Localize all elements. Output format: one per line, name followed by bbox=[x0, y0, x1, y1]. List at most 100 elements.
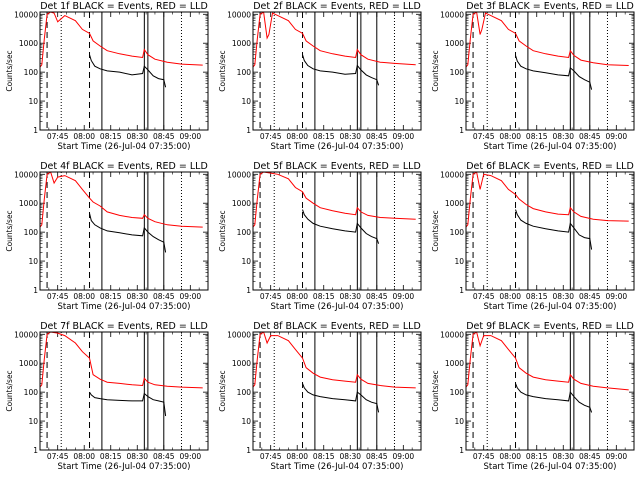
y-tick-label: 1 bbox=[33, 286, 38, 295]
panel-title: Det 9f BLACK = Events, RED = LLD bbox=[466, 321, 634, 332]
y-tick-label: 10000 bbox=[14, 170, 38, 179]
panel-det-7: Det 7f BLACK = Events, RED = LLD 1 10 100 10… bbox=[5, 321, 209, 472]
series-events-line bbox=[89, 391, 167, 417]
series-events-line bbox=[302, 54, 380, 86]
x-axis-label: Start Time (26-Jul-04 07:35:00) bbox=[58, 142, 191, 152]
x-tick-label: 07:45 bbox=[47, 132, 69, 141]
x-tick-label: 08:15 bbox=[526, 132, 548, 141]
y-tick-label: 100 bbox=[24, 228, 39, 237]
x-axis-label: Start Time (26-Jul-04 07:35:00) bbox=[271, 462, 404, 472]
panel-det-4: Det 4f BLACK = Events, RED = LLD 1 10 100 10… bbox=[5, 161, 209, 312]
x-tick-label: 08:30 bbox=[126, 452, 148, 461]
x-axis-label: Start Time (26-Jul-04 07:35:00) bbox=[271, 142, 404, 152]
series-events-line bbox=[89, 54, 167, 88]
y-tick-label: 10000 bbox=[227, 330, 251, 339]
x-tick-label: 09:00 bbox=[393, 292, 415, 301]
plot-frame bbox=[465, 331, 635, 451]
x-tick-label: 08:45 bbox=[153, 452, 175, 461]
y-tick-label: 1 bbox=[33, 446, 38, 455]
series-events-line bbox=[515, 209, 593, 250]
x-tick-label: 07:45 bbox=[473, 292, 495, 301]
x-tick-label: 08:00 bbox=[286, 292, 308, 301]
x-tick-label: 08:45 bbox=[366, 132, 388, 141]
panel-det-6: Det 6f BLACK = Events, RED = LLD 1 10 100 10… bbox=[431, 161, 635, 312]
y-tick-label: 1000 bbox=[19, 359, 38, 368]
x-tick-label: 08:15 bbox=[100, 452, 122, 461]
y-tick-label: 1 bbox=[459, 126, 464, 135]
series-events-line bbox=[515, 383, 593, 413]
x-tick-label: 07:45 bbox=[47, 452, 69, 461]
y-tick-label: 10 bbox=[241, 257, 251, 266]
y-tick-label: 1 bbox=[459, 446, 464, 455]
x-tick-label: 08:00 bbox=[73, 292, 95, 301]
y-tick-label: 10000 bbox=[227, 170, 251, 179]
panel-det-9: Det 9f BLACK = Events, RED = LLD 1 10 100 10… bbox=[431, 321, 635, 472]
panel-det-3: Det 3f BLACK = Events, RED = LLD 1 10 100 10… bbox=[431, 1, 635, 152]
x-tick-label: 08:15 bbox=[313, 292, 335, 301]
x-tick-label: 08:30 bbox=[552, 132, 574, 141]
x-tick-label: 08:00 bbox=[499, 292, 521, 301]
y-axis-label: Counts/sec bbox=[218, 370, 227, 411]
series-lld-line bbox=[253, 172, 416, 228]
x-tick-label: 08:00 bbox=[73, 132, 95, 141]
y-tick-label: 10 bbox=[454, 257, 464, 266]
x-tick-label: 07:45 bbox=[260, 292, 282, 301]
panel-det-2: Det 2f BLACK = Events, RED = LLD 1 10 100 10… bbox=[218, 1, 422, 152]
x-tick-label: 08:00 bbox=[499, 132, 521, 141]
y-axis-label: Counts/sec bbox=[431, 50, 440, 91]
y-axis-label: Counts/sec bbox=[5, 210, 14, 251]
panel-title: Det 1f BLACK = Events, RED = LLD bbox=[40, 1, 208, 12]
y-axis-label: Counts/sec bbox=[431, 210, 440, 251]
panel-title: Det 4f BLACK = Events, RED = LLD bbox=[40, 161, 208, 172]
y-axis-label: Counts/sec bbox=[218, 210, 227, 251]
x-tick-label: 08:45 bbox=[153, 292, 175, 301]
y-tick-label: 10000 bbox=[440, 330, 464, 339]
x-tick-label: 08:15 bbox=[313, 132, 335, 141]
x-tick-label: 08:15 bbox=[100, 292, 122, 301]
panel-det-1: Det 1f BLACK = Events, RED = LLD 1 10 100 10… bbox=[5, 1, 209, 152]
y-axis-label: Counts/sec bbox=[5, 50, 14, 91]
x-tick-label: 08:30 bbox=[126, 292, 148, 301]
x-tick-label: 08:30 bbox=[339, 452, 361, 461]
panel-det-5: Det 5f BLACK = Events, RED = LLD 1 10 100 10… bbox=[218, 161, 422, 312]
panel-title: Det 3f BLACK = Events, RED = LLD bbox=[466, 1, 634, 12]
x-tick-label: 09:00 bbox=[393, 452, 415, 461]
x-tick-label: 09:00 bbox=[606, 452, 628, 461]
x-tick-label: 07:45 bbox=[260, 132, 282, 141]
x-tick-label: 08:15 bbox=[313, 452, 335, 461]
series-lld-line bbox=[40, 12, 203, 68]
panel-title: Det 5f BLACK = Events, RED = LLD bbox=[253, 161, 421, 172]
x-axis-label: Start Time (26-Jul-04 07:35:00) bbox=[484, 302, 617, 312]
x-tick-label: 07:45 bbox=[260, 452, 282, 461]
x-tick-label: 08:15 bbox=[526, 452, 548, 461]
series-lld-line bbox=[253, 332, 416, 389]
series-events-line bbox=[302, 383, 380, 413]
y-tick-label: 100 bbox=[237, 388, 252, 397]
plot-frame bbox=[465, 171, 635, 291]
y-tick-label: 100 bbox=[450, 68, 465, 77]
series-lld-line bbox=[253, 12, 416, 68]
x-tick-label: 08:30 bbox=[339, 132, 361, 141]
y-axis-label: Counts/sec bbox=[5, 370, 14, 411]
plot-frame bbox=[465, 11, 635, 131]
plot-frame bbox=[252, 11, 422, 131]
x-axis-label: Start Time (26-Jul-04 07:35:00) bbox=[484, 142, 617, 152]
x-tick-label: 07:45 bbox=[473, 132, 495, 141]
y-tick-label: 100 bbox=[24, 388, 39, 397]
x-tick-label: 08:45 bbox=[579, 132, 601, 141]
y-axis-label: Counts/sec bbox=[218, 50, 227, 91]
y-tick-label: 10 bbox=[241, 97, 251, 106]
x-tick-label: 08:15 bbox=[100, 132, 122, 141]
x-tick-label: 09:00 bbox=[393, 132, 415, 141]
x-tick-label: 07:45 bbox=[473, 452, 495, 461]
panel-title: Det 7f BLACK = Events, RED = LLD bbox=[40, 321, 208, 332]
x-tick-label: 08:00 bbox=[73, 452, 95, 461]
series-events-line bbox=[302, 209, 380, 244]
x-axis-label: Start Time (26-Jul-04 07:35:00) bbox=[271, 302, 404, 312]
y-tick-label: 10000 bbox=[440, 10, 464, 19]
y-tick-label: 100 bbox=[450, 228, 465, 237]
x-tick-label: 09:00 bbox=[606, 132, 628, 141]
plot-frame bbox=[39, 171, 209, 291]
y-tick-label: 10000 bbox=[440, 170, 464, 179]
series-lld-line bbox=[40, 172, 203, 228]
